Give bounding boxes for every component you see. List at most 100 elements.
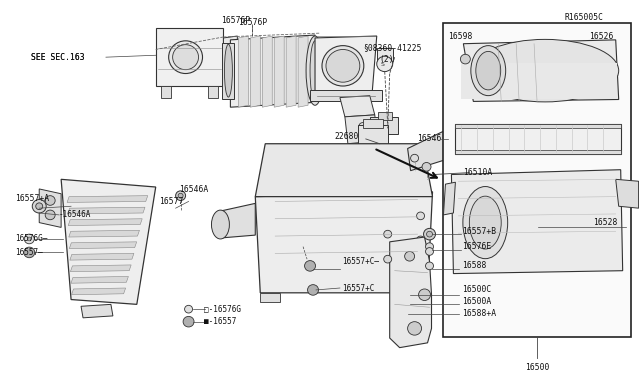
Polygon shape	[67, 196, 148, 202]
Bar	[260, 293, 280, 302]
Text: 16577: 16577	[159, 197, 183, 206]
Text: SEE SEC.163: SEE SEC.163	[31, 53, 85, 62]
Polygon shape	[451, 170, 623, 273]
Text: 16576P: 16576P	[237, 18, 267, 27]
Circle shape	[175, 191, 186, 201]
Bar	[161, 86, 171, 97]
Ellipse shape	[310, 41, 320, 100]
Circle shape	[426, 231, 433, 237]
Polygon shape	[61, 179, 156, 304]
Circle shape	[411, 154, 419, 162]
Text: 16526: 16526	[589, 32, 613, 41]
Circle shape	[424, 228, 435, 240]
Circle shape	[426, 248, 433, 255]
Bar	[156, 28, 223, 86]
Polygon shape	[68, 219, 142, 225]
Circle shape	[359, 123, 367, 130]
Bar	[444, 23, 630, 337]
Polygon shape	[72, 288, 125, 295]
Text: §08360-41225: §08360-41225	[363, 43, 421, 52]
Text: -16546A: -16546A	[59, 211, 92, 219]
Circle shape	[45, 210, 55, 220]
Text: 16500A: 16500A	[462, 297, 492, 306]
Circle shape	[45, 196, 55, 205]
Text: 16588: 16588	[462, 262, 487, 270]
Circle shape	[377, 56, 393, 71]
Text: 16557+C: 16557+C	[342, 283, 374, 292]
Text: 16557─: 16557─	[15, 248, 43, 257]
Polygon shape	[444, 182, 456, 215]
Text: 16576E: 16576E	[462, 242, 492, 251]
Ellipse shape	[476, 51, 500, 90]
Ellipse shape	[169, 41, 202, 74]
Bar	[456, 124, 621, 154]
Polygon shape	[286, 36, 296, 107]
Text: SEE SEC.163: SEE SEC.163	[31, 53, 85, 62]
Ellipse shape	[322, 46, 364, 86]
Polygon shape	[250, 36, 260, 107]
Polygon shape	[223, 36, 237, 78]
Circle shape	[460, 54, 470, 64]
Ellipse shape	[471, 46, 506, 96]
Text: 16576P: 16576P	[221, 16, 250, 25]
Circle shape	[384, 230, 392, 238]
Polygon shape	[315, 36, 377, 97]
Text: 16528: 16528	[593, 218, 617, 227]
Circle shape	[426, 262, 433, 270]
Polygon shape	[274, 36, 284, 107]
Polygon shape	[70, 265, 131, 272]
Text: 16500C: 16500C	[462, 285, 492, 294]
Polygon shape	[238, 36, 248, 107]
Polygon shape	[255, 144, 433, 197]
Text: 16557+C─: 16557+C─	[342, 257, 379, 266]
Circle shape	[24, 234, 35, 244]
Circle shape	[417, 236, 424, 244]
Bar	[370, 117, 397, 134]
Bar	[377, 48, 393, 61]
Polygon shape	[390, 237, 431, 348]
Text: 16546: 16546	[417, 134, 442, 144]
Circle shape	[178, 193, 183, 198]
Polygon shape	[70, 253, 134, 260]
Text: 16557+A: 16557+A	[15, 194, 49, 203]
Polygon shape	[39, 189, 61, 227]
Polygon shape	[340, 96, 375, 117]
Text: ■-16557: ■-16557	[204, 317, 236, 326]
Text: 22680: 22680	[335, 132, 359, 141]
Circle shape	[419, 289, 431, 301]
Polygon shape	[408, 129, 451, 171]
Polygon shape	[68, 230, 140, 237]
Circle shape	[305, 261, 316, 271]
Ellipse shape	[469, 196, 501, 249]
Ellipse shape	[225, 44, 232, 97]
Text: 16588+A: 16588+A	[462, 310, 497, 318]
Circle shape	[308, 285, 319, 295]
Circle shape	[426, 243, 433, 250]
Text: 16500: 16500	[525, 363, 549, 372]
Circle shape	[184, 305, 193, 313]
Text: □-16576G: □-16576G	[204, 305, 241, 314]
Text: 16557+B: 16557+B	[462, 227, 497, 236]
Polygon shape	[81, 304, 113, 318]
Bar	[461, 63, 617, 99]
Bar	[358, 125, 388, 144]
Circle shape	[417, 212, 424, 220]
Bar	[378, 112, 392, 120]
Bar	[223, 43, 234, 99]
Bar	[310, 90, 381, 102]
Polygon shape	[68, 207, 145, 214]
Polygon shape	[298, 36, 308, 107]
Bar	[209, 86, 218, 97]
Bar	[456, 124, 621, 128]
Text: 16598: 16598	[449, 32, 473, 41]
Bar	[363, 119, 383, 128]
Bar	[456, 150, 621, 154]
Polygon shape	[616, 179, 639, 208]
Text: 16510A: 16510A	[463, 168, 493, 177]
Polygon shape	[262, 36, 272, 107]
Circle shape	[36, 203, 43, 209]
Ellipse shape	[471, 39, 619, 102]
Bar	[408, 293, 428, 302]
Ellipse shape	[326, 49, 360, 82]
Polygon shape	[463, 40, 619, 102]
